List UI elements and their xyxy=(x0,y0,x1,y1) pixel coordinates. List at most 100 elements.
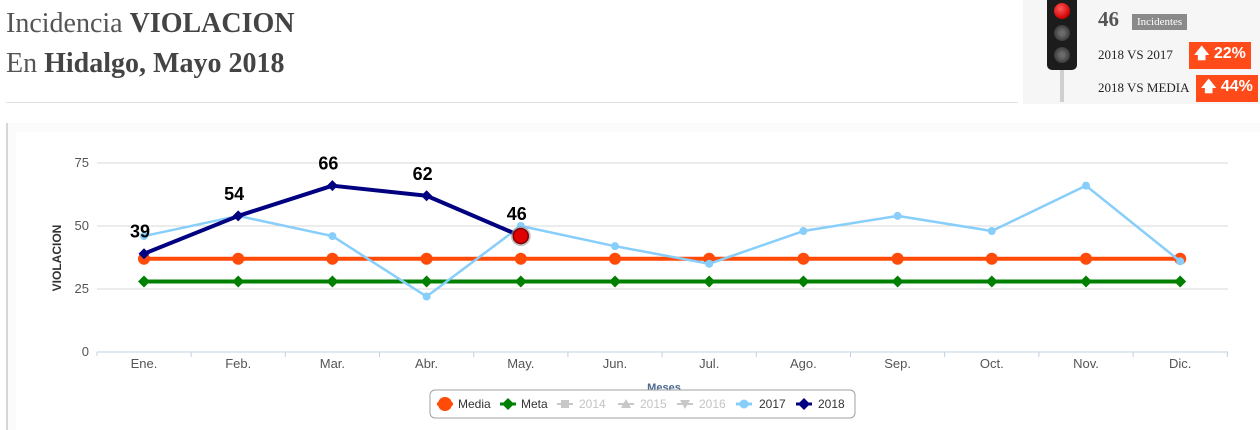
data-point xyxy=(985,252,998,265)
data-point xyxy=(893,211,902,220)
x-tick-label: May. xyxy=(507,356,534,371)
data-point xyxy=(1080,275,1092,288)
traffic-light-icon xyxy=(1047,0,1077,70)
data-point xyxy=(1174,275,1187,288)
data-point-highlight xyxy=(512,227,530,245)
x-axis-ticks: Ene. Feb. Mar. Abr. May. Jun. Jul. Ago. Sep. Oct.… xyxy=(131,356,1192,371)
yellow-light-icon xyxy=(1054,25,1070,41)
legend-marker-diamond-icon xyxy=(502,398,514,410)
legend-marker-triangle-icon xyxy=(621,399,631,408)
series-2018 xyxy=(138,180,531,260)
red-light-icon xyxy=(1054,3,1070,19)
data-point xyxy=(985,275,998,288)
x-tick-label: Dic. xyxy=(1169,356,1191,371)
legend-label: 2015 xyxy=(640,397,667,411)
data-point xyxy=(326,275,339,288)
data-label: 54 xyxy=(224,184,244,204)
legend-label: Media xyxy=(458,397,491,411)
green-light-icon xyxy=(1054,47,1070,63)
kpi-value: 46 xyxy=(1098,7,1119,31)
data-point xyxy=(797,275,810,288)
y-axis-label: VIOLACION xyxy=(50,225,64,292)
period-name: , Mayo 2018 xyxy=(139,48,285,79)
data-point xyxy=(1176,257,1185,266)
crime-name: VIOLACION xyxy=(129,8,295,39)
x-tick-label: Oct. xyxy=(980,356,1004,371)
legend-marker-square-icon xyxy=(561,400,569,408)
x-tick-label: Mar. xyxy=(320,356,345,371)
legend-marker-triangle-down-icon xyxy=(680,400,690,409)
x-tick-label: Nov. xyxy=(1073,356,1099,371)
data-label: 46 xyxy=(507,204,527,224)
legend-marker-diamond-icon xyxy=(798,398,810,410)
y-axis-ticks: 0 25 50 75 xyxy=(75,155,89,359)
comparison-value-media: 🡅 44% xyxy=(1196,75,1258,102)
data-point xyxy=(703,275,716,288)
legend-marker-circle-icon xyxy=(739,399,749,409)
x-tick-label: Jul. xyxy=(699,356,719,371)
data-point xyxy=(232,210,244,222)
kpi-badge: Incidentes xyxy=(1132,14,1188,30)
data-point xyxy=(799,227,808,236)
data-point xyxy=(891,252,904,265)
page-title: Incidencia VIOLACION En Hidalgo, Mayo 20… xyxy=(6,4,295,84)
title-prefix: Incidencia xyxy=(6,8,123,39)
chart-series xyxy=(138,180,1187,301)
y-tick-label: 25 xyxy=(75,281,89,296)
data-label: 39 xyxy=(130,222,150,242)
x-tick-label: Jun. xyxy=(603,356,628,371)
legend-label: 2014 xyxy=(579,397,606,411)
data-point xyxy=(611,242,619,251)
legend-item-2015[interactable]: 2015 xyxy=(618,397,667,411)
data-point xyxy=(138,275,150,288)
data-point xyxy=(609,252,621,265)
legend-item-2017[interactable]: 2017 xyxy=(736,397,786,411)
data-point xyxy=(138,248,150,260)
title-prefix-2: En xyxy=(6,48,38,79)
legend-label: 2017 xyxy=(759,397,786,411)
data-point xyxy=(326,252,339,265)
data-point xyxy=(328,232,337,241)
x-tick-label: Abr. xyxy=(415,356,438,371)
series-line-2018 xyxy=(143,183,522,256)
legend-item-media[interactable]: Media xyxy=(437,397,491,411)
data-point xyxy=(232,252,245,265)
x-tick-label: Sep. xyxy=(884,356,911,371)
x-tick-label: Ago. xyxy=(790,356,817,371)
legend-box xyxy=(429,389,856,419)
chart-legend[interactable]: Media Meta 2014 2015 2016 2017 2018 xyxy=(429,389,856,419)
series-line-2017 xyxy=(143,184,1181,298)
data-point xyxy=(514,275,527,288)
data-point xyxy=(891,275,904,288)
legend-label: 2018 xyxy=(818,397,845,411)
comparison-label-media: 2018 VS MEDIA xyxy=(1098,80,1190,95)
header-divider xyxy=(6,102,1018,103)
data-point xyxy=(1080,252,1092,265)
legend-item-meta[interactable]: Meta xyxy=(500,397,548,411)
legend-label: Meta xyxy=(521,397,548,411)
data-point xyxy=(420,275,433,288)
data-point xyxy=(232,275,245,288)
comparison-percent-media: 44% xyxy=(1220,78,1253,95)
legend-item-2016[interactable]: 2016 xyxy=(677,397,726,411)
x-tick-label: Feb. xyxy=(225,356,251,371)
data-labels: 39 54 66 62 46 xyxy=(130,154,527,242)
y-tick-label: 50 xyxy=(75,218,89,233)
kpi-panel: 46 Incidentes 2018 VS 2017 🡅 22% 2018 VS… xyxy=(1023,0,1260,104)
data-label: 62 xyxy=(413,164,433,184)
data-point xyxy=(140,232,148,241)
legend-item-2014[interactable]: 2014 xyxy=(557,397,606,411)
arrow-up-icon: 🡅 xyxy=(1194,45,1210,62)
legend-item-2018[interactable]: 2018 xyxy=(796,397,845,411)
legend-marker-circle-icon xyxy=(438,397,452,411)
data-point xyxy=(987,227,996,236)
data-point xyxy=(420,252,433,265)
x-tick-label: Ene. xyxy=(131,356,158,371)
comparison-label-2017: 2018 VS 2017 xyxy=(1098,47,1173,62)
traffic-light-post xyxy=(1060,66,1064,102)
data-point xyxy=(797,252,810,265)
title-line-1: Incidencia VIOLACION xyxy=(6,4,295,44)
data-point xyxy=(609,275,621,288)
comparison-value-2017: 🡅 22% xyxy=(1189,42,1251,69)
